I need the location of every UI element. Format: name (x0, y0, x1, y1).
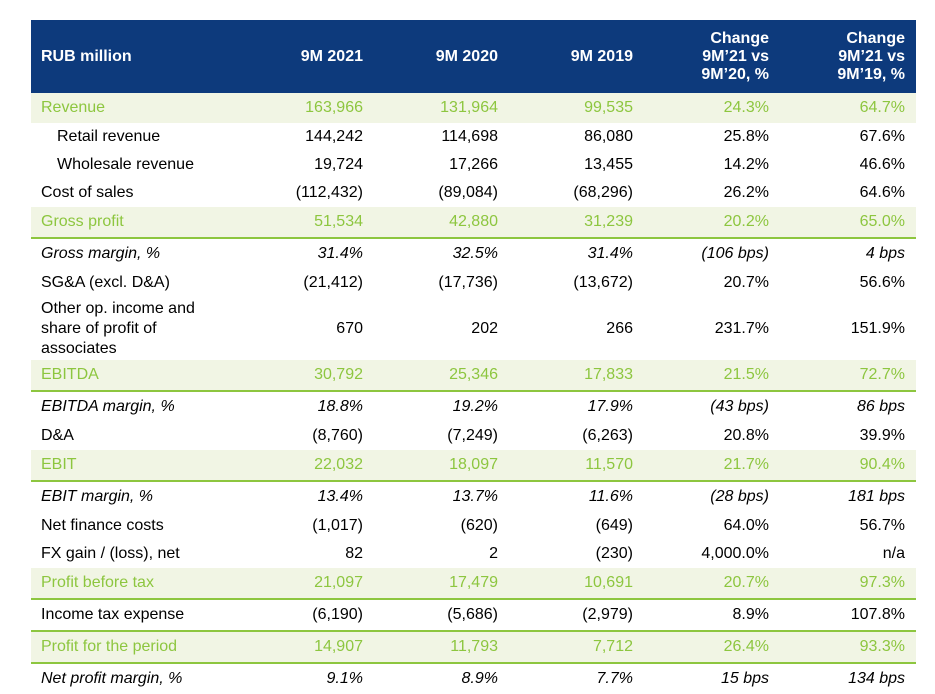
header-change-vs-2020: Change 9M’21 vs 9M’20, % (701, 20, 769, 93)
row-net-profit-margin: Net profit margin, % 9.1% 8.9% 7.7% 15 b… (31, 664, 916, 694)
row-cost-of-sales: Cost of sales (112,432) (89,084) (68,296… (31, 179, 916, 207)
row-ebit-margin: EBIT margin, % 13.4% 13.7% 11.6% (28 bps… (31, 482, 916, 512)
header-9m-2021: 9M 2021 (301, 20, 363, 93)
financial-table: RUB million 9M 2021 9M 2020 9M 2019 Chan… (31, 20, 916, 694)
row-ebitda: EBITDA 30,792 25,346 17,833 21.5% 72.7% (31, 360, 916, 392)
row-gross-margin: Gross margin, % 31.4% 32.5% 31.4% (106 b… (31, 239, 916, 269)
row-profit-for-period: Profit for the period 14,907 11,793 7,71… (31, 630, 916, 664)
row-other-op-income: Other op. income and share of profit of … (31, 297, 916, 360)
row-net-finance-costs: Net finance costs (1,017) (620) (649) 64… (31, 512, 916, 540)
row-da: D&A (8,760) (7,249) (6,263) 20.8% 39.9% (31, 422, 916, 450)
table-header: RUB million 9M 2021 9M 2020 9M 2019 Chan… (31, 20, 916, 93)
row-fx-gain-loss: FX gain / (loss), net 82 2 (230) 4,000.0… (31, 540, 916, 568)
row-ebitda-margin: EBITDA margin, % 18.8% 19.2% 17.9% (43 b… (31, 392, 916, 422)
row-ebit: EBIT 22,032 18,097 11,570 21.7% 90.4% (31, 450, 916, 482)
header-9m-2020: 9M 2020 (436, 20, 498, 93)
row-income-tax-expense: Income tax expense (6,190) (5,686) (2,97… (31, 600, 916, 630)
header-change-vs-2019: Change 9M’21 vs 9M’19, % (837, 20, 905, 93)
row-gross-profit: Gross profit 51,534 42,880 31,239 20.2% … (31, 207, 916, 239)
row-profit-before-tax: Profit before tax 21,097 17,479 10,691 2… (31, 568, 916, 600)
header-9m-2019: 9M 2019 (571, 20, 633, 93)
row-retail-revenue: Retail revenue 144,242 114,698 86,080 25… (31, 123, 916, 151)
header-label: RUB million (41, 20, 132, 93)
row-wholesale-revenue: Wholesale revenue 19,724 17,266 13,455 1… (31, 151, 916, 179)
row-revenue: Revenue 163,966 131,964 99,535 24.3% 64.… (31, 93, 916, 123)
row-sga: SG&A (excl. D&A) (21,412) (17,736) (13,6… (31, 269, 916, 297)
